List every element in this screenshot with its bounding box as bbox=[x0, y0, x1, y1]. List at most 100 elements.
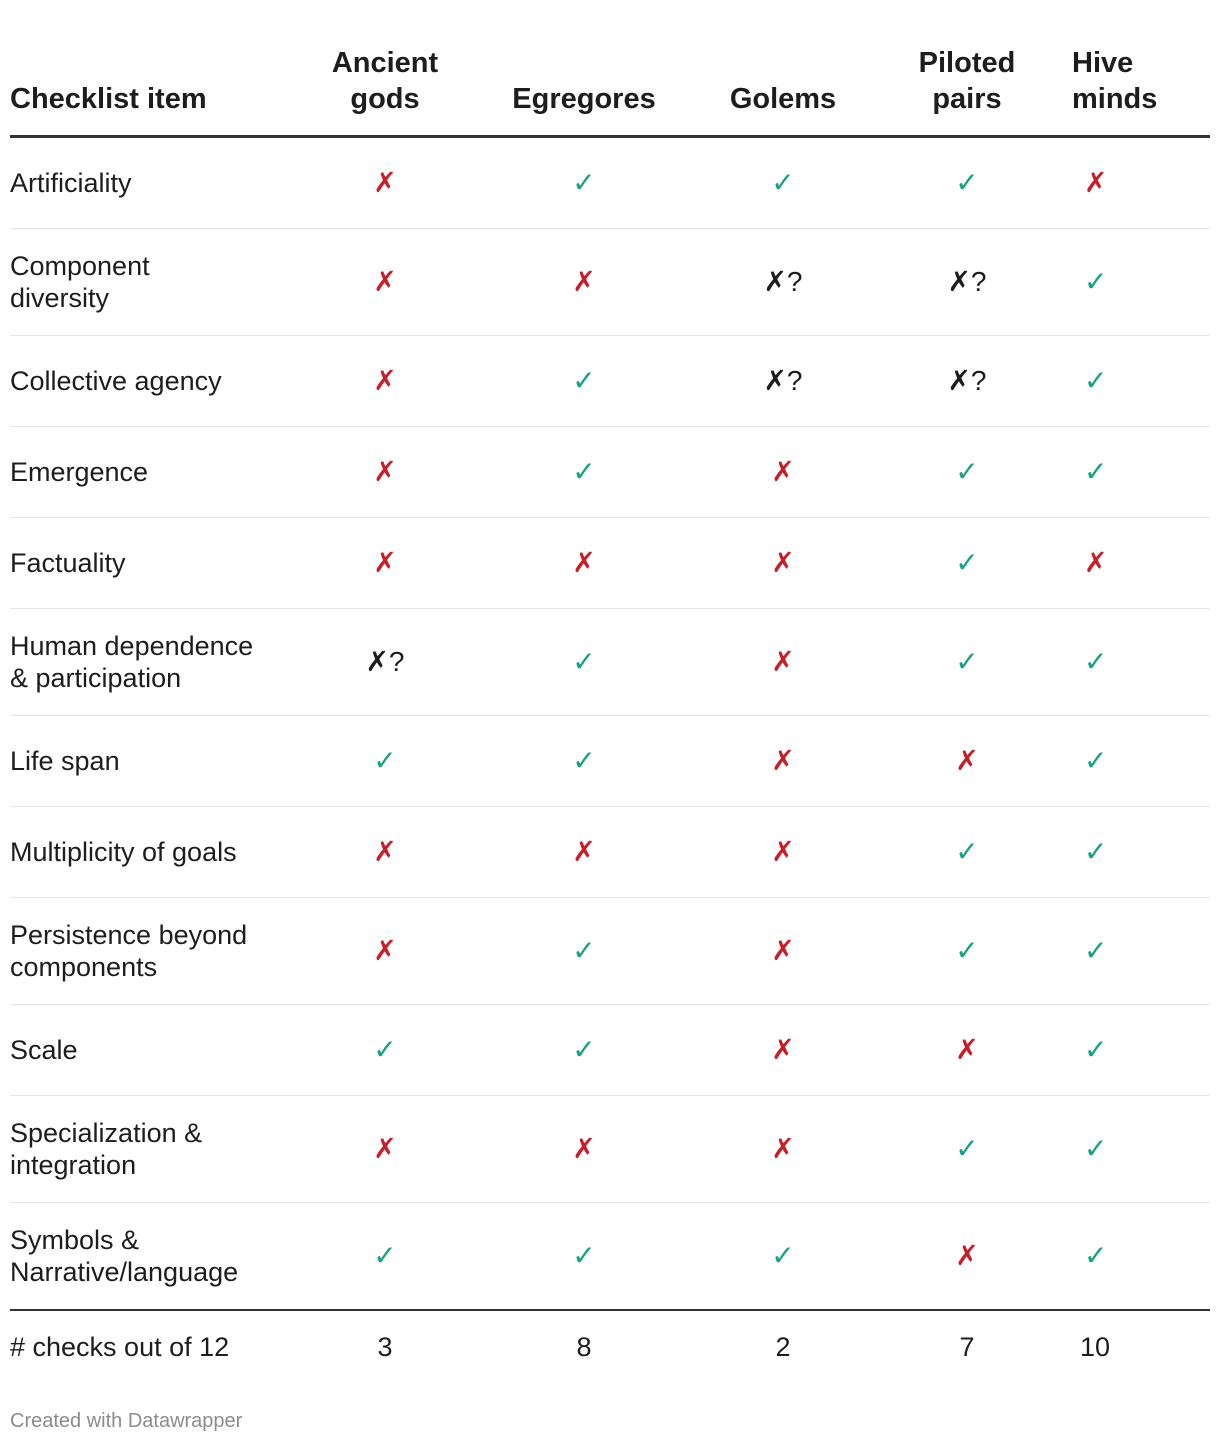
cross-icon: ✗ bbox=[373, 835, 397, 867]
table-row: Collective agency ✗ ✓ ✗? ✗? ✓ bbox=[10, 335, 1210, 427]
cell-ancient-gods: ✗ bbox=[300, 517, 470, 609]
check-icon: ✓ bbox=[1084, 934, 1108, 966]
cross-icon: ✗ bbox=[955, 1239, 979, 1271]
table-row: Factuality ✗ ✗ ✗ ✓ ✗ bbox=[10, 517, 1210, 609]
cell-golems: ✗ bbox=[698, 426, 868, 518]
header-hive-minds: Hive minds bbox=[1066, 0, 1210, 138]
cross-icon: ✗ bbox=[771, 744, 795, 776]
header-egregores: Egregores bbox=[470, 0, 698, 138]
total-golems: 2 bbox=[698, 1308, 868, 1385]
cross-icon: ✗ bbox=[955, 744, 979, 776]
cell-piloted-pairs: ✓ bbox=[868, 136, 1066, 229]
cell-ancient-gods: ✗ bbox=[300, 806, 470, 898]
cell-hive-minds: ✓ bbox=[1066, 1202, 1210, 1310]
row-label: Artificiality bbox=[10, 136, 300, 229]
cell-egregores: ✓ bbox=[470, 335, 698, 427]
total-egregores: 8 bbox=[470, 1308, 698, 1385]
check-icon: ✓ bbox=[1084, 835, 1108, 867]
cross-icon: ✗ bbox=[373, 934, 397, 966]
cell-egregores: ✗ bbox=[470, 228, 698, 336]
cross-icon: ✗ bbox=[572, 546, 596, 578]
table-row: Life span ✓ ✓ ✗ ✗ ✓ bbox=[10, 715, 1210, 807]
table-row: Specialization & integration ✗ ✗ ✗ ✓ ✓ bbox=[10, 1095, 1210, 1203]
cell-hive-minds: ✗ bbox=[1066, 136, 1210, 229]
cell-hive-minds: ✓ bbox=[1066, 806, 1210, 898]
cell-egregores: ✓ bbox=[470, 1004, 698, 1096]
check-icon: ✓ bbox=[572, 166, 596, 198]
table-body: Artificiality ✗ ✓ ✓ ✓ ✗ Component diversity ✗ ✗ ✗… bbox=[10, 136, 1210, 1310]
cell-hive-minds: ✓ bbox=[1066, 715, 1210, 807]
cell-ancient-gods: ✗? bbox=[300, 608, 470, 716]
cross-icon: ✗ bbox=[771, 455, 795, 487]
cell-egregores: ✓ bbox=[470, 426, 698, 518]
cell-ancient-gods: ✗ bbox=[300, 228, 470, 336]
cell-egregores: ✓ bbox=[470, 1202, 698, 1310]
cell-egregores: ✗ bbox=[470, 517, 698, 609]
uncertain-icon: ✗? bbox=[947, 265, 987, 297]
total-piloted-pairs: 7 bbox=[868, 1308, 1066, 1385]
cross-icon: ✗ bbox=[955, 1033, 979, 1065]
cross-icon: ✗ bbox=[373, 364, 397, 396]
cell-golems: ✗ bbox=[698, 608, 868, 716]
cell-golems: ✗ bbox=[698, 715, 868, 807]
cross-icon: ✗ bbox=[373, 1132, 397, 1164]
row-label: Life span bbox=[10, 715, 300, 807]
total-hive-minds: 10 bbox=[1066, 1308, 1210, 1385]
check-icon: ✓ bbox=[1084, 455, 1108, 487]
row-label: Symbols & Narrative/language bbox=[10, 1202, 300, 1310]
uncertain-icon: ✗? bbox=[947, 364, 987, 396]
check-icon: ✓ bbox=[955, 1132, 979, 1164]
check-icon: ✓ bbox=[572, 1033, 596, 1065]
check-icon: ✓ bbox=[572, 744, 596, 776]
table-row: Persistence beyond components ✗ ✓ ✗ ✓ ✓ bbox=[10, 897, 1210, 1005]
header-piloted-pairs: Piloted pairs bbox=[868, 0, 1066, 138]
row-label-text: Human dependence & participation bbox=[10, 630, 254, 693]
totals-row: # checks out of 12 3 8 2 7 10 bbox=[10, 1308, 1210, 1385]
cell-piloted-pairs: ✓ bbox=[868, 517, 1066, 609]
cross-icon: ✗ bbox=[771, 645, 795, 677]
cell-piloted-pairs: ✗ bbox=[868, 715, 1066, 807]
cross-icon: ✗ bbox=[572, 835, 596, 867]
cell-golems: ✗ bbox=[698, 517, 868, 609]
cell-golems: ✗ bbox=[698, 1095, 868, 1203]
totals-label: # checks out of 12 bbox=[10, 1308, 300, 1385]
cell-egregores: ✓ bbox=[470, 715, 698, 807]
comparison-table-container: Checklist item Ancient gods Egregores Go… bbox=[10, 0, 1210, 1385]
check-icon: ✓ bbox=[1084, 1132, 1108, 1164]
cell-ancient-gods: ✓ bbox=[300, 1004, 470, 1096]
check-icon: ✓ bbox=[572, 645, 596, 677]
check-icon: ✓ bbox=[373, 1033, 397, 1065]
check-icon: ✓ bbox=[955, 546, 979, 578]
cell-ancient-gods: ✗ bbox=[300, 136, 470, 229]
check-icon: ✓ bbox=[955, 934, 979, 966]
check-icon: ✓ bbox=[955, 166, 979, 198]
check-icon: ✓ bbox=[373, 1239, 397, 1271]
cross-icon: ✗ bbox=[373, 546, 397, 578]
cell-hive-minds: ✓ bbox=[1066, 228, 1210, 336]
cross-icon: ✗ bbox=[373, 455, 397, 487]
cell-hive-minds: ✓ bbox=[1066, 426, 1210, 518]
table-row: Multiplicity of goals ✗ ✗ ✗ ✓ ✓ bbox=[10, 806, 1210, 898]
cell-hive-minds: ✓ bbox=[1066, 1095, 1210, 1203]
cell-golems: ✗? bbox=[698, 335, 868, 427]
check-icon: ✓ bbox=[572, 455, 596, 487]
cell-piloted-pairs: ✓ bbox=[868, 1095, 1066, 1203]
check-icon: ✓ bbox=[572, 1239, 596, 1271]
cell-piloted-pairs: ✓ bbox=[868, 426, 1066, 518]
cell-ancient-gods: ✗ bbox=[300, 897, 470, 1005]
cross-icon: ✗ bbox=[1084, 546, 1108, 578]
cell-ancient-gods: ✓ bbox=[300, 1202, 470, 1310]
check-icon: ✓ bbox=[955, 835, 979, 867]
cross-icon: ✗ bbox=[1084, 166, 1108, 198]
uncertain-icon: ✗? bbox=[365, 645, 405, 677]
check-icon: ✓ bbox=[771, 166, 795, 198]
cell-hive-minds: ✓ bbox=[1066, 897, 1210, 1005]
cross-icon: ✗ bbox=[771, 934, 795, 966]
cell-hive-minds: ✓ bbox=[1066, 608, 1210, 716]
check-icon: ✓ bbox=[955, 645, 979, 677]
row-label: Collective agency bbox=[10, 335, 300, 427]
check-icon: ✓ bbox=[771, 1239, 795, 1271]
total-ancient-gods: 3 bbox=[300, 1308, 470, 1385]
row-label: Human dependence & participation bbox=[10, 608, 300, 716]
row-label-text: Component diversity bbox=[10, 250, 150, 313]
